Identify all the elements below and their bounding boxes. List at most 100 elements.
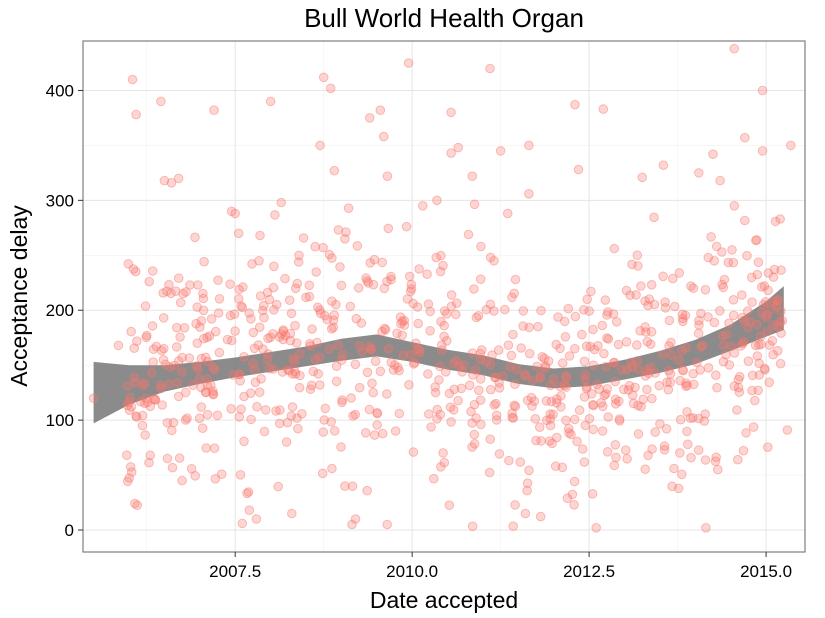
data-point [446, 417, 456, 427]
data-point [507, 408, 517, 419]
data-point [265, 96, 276, 107]
data-point [678, 365, 689, 376]
data-point [754, 370, 765, 380]
data-point [550, 461, 561, 472]
data-point [372, 408, 383, 419]
data-point [633, 400, 643, 411]
data-point [364, 341, 375, 352]
data-point [584, 414, 595, 424]
data-point [130, 378, 140, 388]
data-point [324, 249, 335, 260]
data-point [287, 402, 298, 412]
data-point [408, 359, 419, 369]
data-point [204, 331, 215, 341]
data-point [675, 414, 686, 425]
data-point [475, 395, 486, 406]
data-point [244, 308, 254, 318]
data-point [572, 436, 582, 447]
data-point [677, 346, 687, 357]
data-point [627, 390, 638, 400]
data-point [320, 310, 330, 321]
data-point [602, 384, 613, 394]
data-point [315, 305, 325, 316]
data-point [178, 288, 188, 299]
data-point [495, 146, 506, 156]
data-point [674, 268, 685, 278]
data-point [581, 383, 592, 394]
data-point [579, 305, 589, 315]
data-point [614, 416, 625, 426]
data-point [190, 232, 200, 243]
data-point [250, 377, 261, 388]
data-point [717, 279, 727, 290]
data-point [586, 389, 597, 399]
data-point [209, 105, 219, 115]
data-point [395, 312, 406, 322]
data-point [608, 309, 619, 319]
data-point [315, 308, 326, 319]
data-point [732, 405, 742, 415]
data-point [180, 387, 191, 398]
data-point [446, 107, 456, 118]
data-point [508, 521, 519, 532]
data-point [131, 412, 142, 422]
data-point [563, 303, 574, 314]
data-point [562, 493, 573, 504]
data-point [375, 105, 386, 115]
data-point [399, 320, 410, 331]
data-point [286, 411, 297, 421]
data-point [469, 399, 480, 410]
data-point [668, 273, 678, 284]
data-point [764, 377, 775, 388]
data-point [194, 374, 204, 384]
data-point [201, 387, 211, 398]
data-point [438, 448, 448, 458]
data-point [383, 344, 394, 354]
data-point [364, 113, 375, 123]
data-point [327, 463, 337, 474]
data-point [739, 315, 749, 326]
data-point [247, 259, 257, 269]
data-point [379, 323, 390, 334]
data-point [131, 411, 141, 421]
smooth-confidence-band [93, 286, 784, 424]
data-point [193, 364, 203, 374]
data-point [200, 387, 211, 398]
data-point [643, 450, 653, 461]
data-point [610, 376, 620, 387]
data-point [148, 344, 159, 355]
data-point [226, 335, 237, 346]
data-point [537, 352, 548, 362]
data-point [699, 416, 710, 426]
data-point [298, 233, 309, 243]
data-point [372, 408, 382, 418]
data-point [473, 311, 484, 321]
data-point [194, 413, 205, 424]
data-point [244, 505, 255, 516]
data-point [751, 235, 761, 246]
data-point [336, 280, 347, 291]
data-point [273, 481, 284, 492]
data-point [350, 409, 361, 420]
data-point [412, 344, 423, 354]
data-point [436, 316, 446, 327]
data-point [510, 401, 521, 412]
data-point [293, 423, 303, 434]
data-point [372, 420, 383, 430]
data-point [745, 317, 756, 327]
data-point [403, 58, 414, 68]
data-point [432, 414, 442, 424]
data-point [775, 358, 786, 369]
data-point [399, 315, 410, 326]
data-point [368, 387, 379, 398]
data-point [683, 439, 693, 450]
data-point [535, 511, 546, 522]
data-point [693, 328, 704, 339]
data-point [353, 283, 364, 293]
data-point [129, 372, 140, 383]
data-point [711, 241, 722, 252]
data-point [320, 403, 331, 414]
data-point [775, 316, 786, 327]
data-point [476, 419, 486, 430]
data-point [694, 168, 704, 178]
